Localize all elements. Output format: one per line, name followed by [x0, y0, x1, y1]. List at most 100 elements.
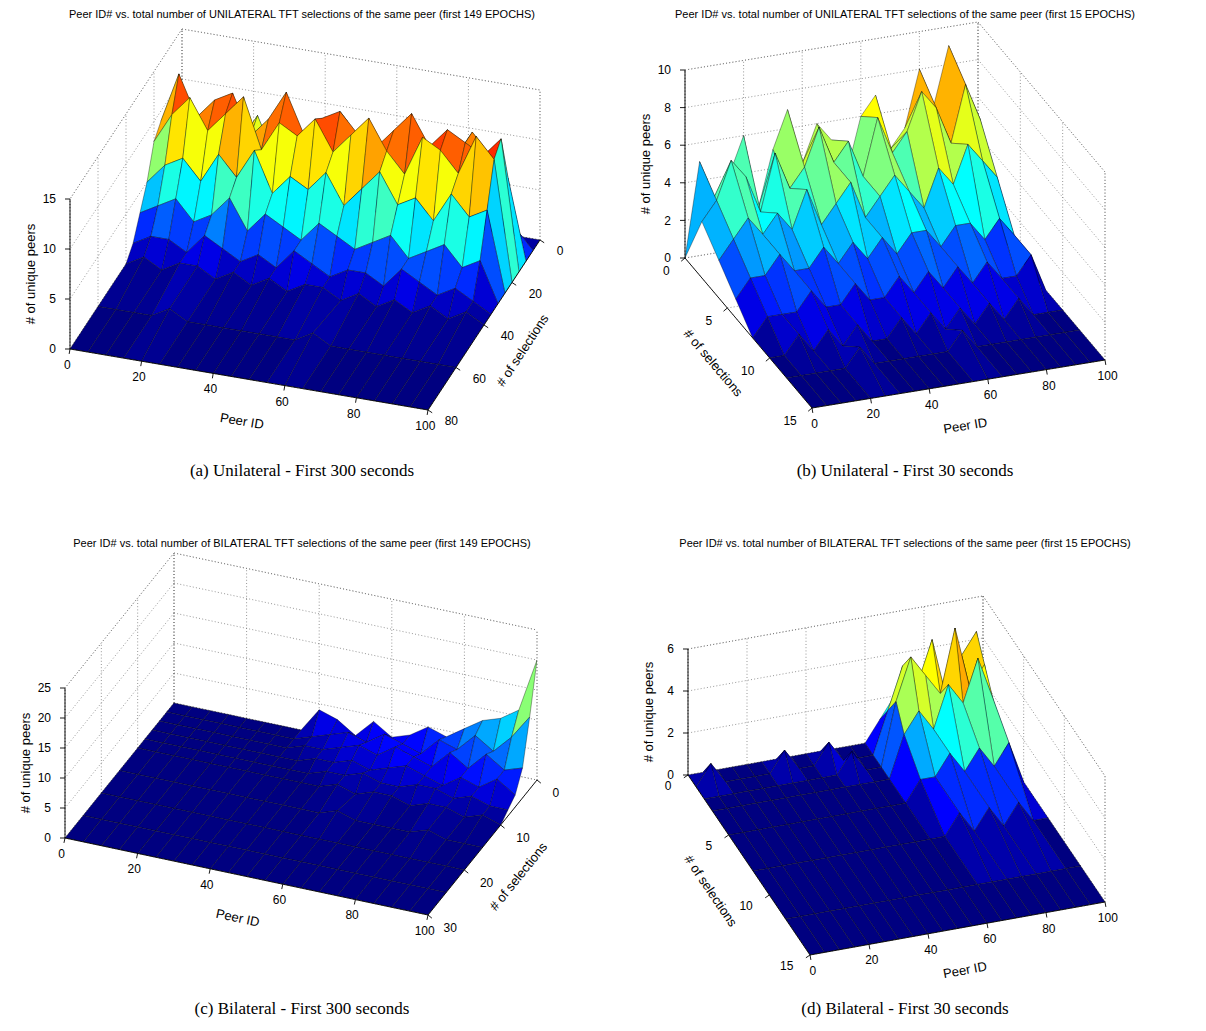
y-axis-title: # of selections — [486, 839, 550, 913]
surface-cell — [729, 832, 768, 871]
chart-title: Peer ID# vs. total number of BILATERAL T… — [73, 537, 531, 549]
box-edge — [685, 22, 978, 70]
tick-mark — [427, 915, 428, 920]
caption: (a) Unilateral - First 300 seconds — [190, 461, 414, 480]
x-tick-label: 20 — [132, 370, 146, 384]
grid-line — [182, 29, 540, 90]
tick-mark — [808, 408, 812, 411]
grid — [70, 29, 540, 410]
z-tick-label: 0 — [49, 342, 56, 356]
z-axis-line — [65, 688, 66, 838]
z-axis-title: # of unique peers — [23, 223, 38, 324]
x-tick-label: 60 — [273, 893, 287, 907]
y-tick-label: 20 — [529, 287, 543, 301]
axes: 020406080100Peer ID051015# of selections… — [638, 63, 1118, 436]
grid-line — [428, 780, 537, 915]
surface — [70, 74, 540, 410]
tick-mark — [60, 718, 65, 719]
box-edge — [65, 553, 174, 688]
box-edge — [688, 649, 689, 775]
x-tick-label: 0 — [64, 358, 71, 372]
tick-mark — [60, 778, 65, 779]
x-tick-label: 0 — [809, 964, 816, 978]
y-axis-line — [688, 775, 810, 955]
grid — [65, 553, 537, 915]
y-tick-label: 80 — [445, 414, 459, 428]
grid-line — [70, 199, 71, 349]
tick-mark — [464, 870, 468, 873]
grid-line — [747, 638, 748, 764]
x-tick-label: 80 — [1042, 922, 1056, 936]
tick-mark — [810, 955, 812, 960]
x-tick-label: 0 — [811, 417, 818, 431]
surface-cell — [428, 866, 464, 892]
chart-title: Peer ID# vs. total number of BILATERAL T… — [679, 537, 1130, 549]
tick-mark — [680, 107, 685, 108]
grid-line — [137, 598, 138, 748]
tick-mark — [766, 358, 770, 361]
z-tick-label: 10 — [43, 242, 57, 256]
surface-cell — [410, 889, 446, 915]
grid — [688, 596, 1105, 955]
tick-mark — [484, 325, 488, 328]
z-tick-label: 2 — [664, 214, 671, 228]
y-tick-label: 10 — [741, 364, 755, 378]
z-tick-label: 5 — [49, 292, 56, 306]
x-tick-label: 100 — [415, 924, 435, 938]
grid-line — [174, 583, 537, 660]
grid-line — [685, 22, 978, 70]
tick-mark — [683, 775, 688, 776]
background — [0, 0, 1206, 1031]
grid-line — [126, 114, 127, 264]
tick-mark — [512, 283, 516, 286]
y-axis-line — [428, 240, 540, 410]
z-axis-line — [685, 70, 686, 258]
grid-line — [1105, 172, 1106, 360]
x-axis-title: Peer ID — [219, 410, 265, 432]
panel: Peer ID# vs. total number of BILATERAL T… — [18, 537, 560, 1018]
box-edge — [1105, 172, 1106, 360]
tick-mark — [212, 373, 214, 378]
x-axis-title: Peer ID — [215, 906, 261, 930]
grid-line — [65, 553, 174, 688]
tick-mark — [680, 220, 685, 221]
tick-mark — [140, 361, 142, 366]
tick-mark — [929, 389, 931, 394]
box-edge — [685, 70, 686, 258]
tick-mark — [680, 145, 685, 146]
y-axis-line — [428, 780, 537, 915]
y-tick-label: 60 — [473, 372, 487, 386]
grid-line — [688, 649, 689, 775]
surface-cell — [696, 763, 719, 799]
chart-title: Peer ID# vs. total number of UNILATERAL … — [675, 8, 1135, 20]
grid-line — [685, 70, 686, 258]
surface-cell — [490, 779, 515, 810]
tick-mark — [501, 825, 505, 828]
surface-cell — [770, 356, 802, 378]
x-tick-label: 100 — [415, 419, 435, 433]
grid-line — [65, 673, 174, 808]
tick-mark — [456, 368, 460, 371]
tick-mark — [540, 240, 544, 243]
surface-cell — [504, 717, 529, 770]
tick-mark — [428, 915, 432, 918]
tick-mark — [724, 308, 728, 311]
tick-mark — [354, 900, 355, 905]
grid-line — [1064, 716, 1065, 842]
z-tick-label: 0 — [44, 831, 51, 845]
y-tick-label: 40 — [501, 329, 515, 343]
z-tick-label: 2 — [667, 726, 674, 740]
z-axis-title: # of unique peers — [18, 712, 33, 813]
y-tick-label: 30 — [444, 921, 458, 935]
z-tick-label: 10 — [38, 771, 52, 785]
grid-line — [65, 583, 174, 718]
tick-mark — [283, 386, 285, 391]
tick-mark — [65, 299, 70, 300]
grid-line — [174, 553, 175, 703]
x-tick-label: 80 — [1042, 379, 1056, 393]
surface-cell — [753, 868, 800, 919]
y-axis-title: # of selections — [681, 852, 740, 930]
x-tick-label: 80 — [345, 908, 359, 922]
z-tick-label: 6 — [664, 138, 671, 152]
z-tick-label: 10 — [658, 63, 672, 77]
